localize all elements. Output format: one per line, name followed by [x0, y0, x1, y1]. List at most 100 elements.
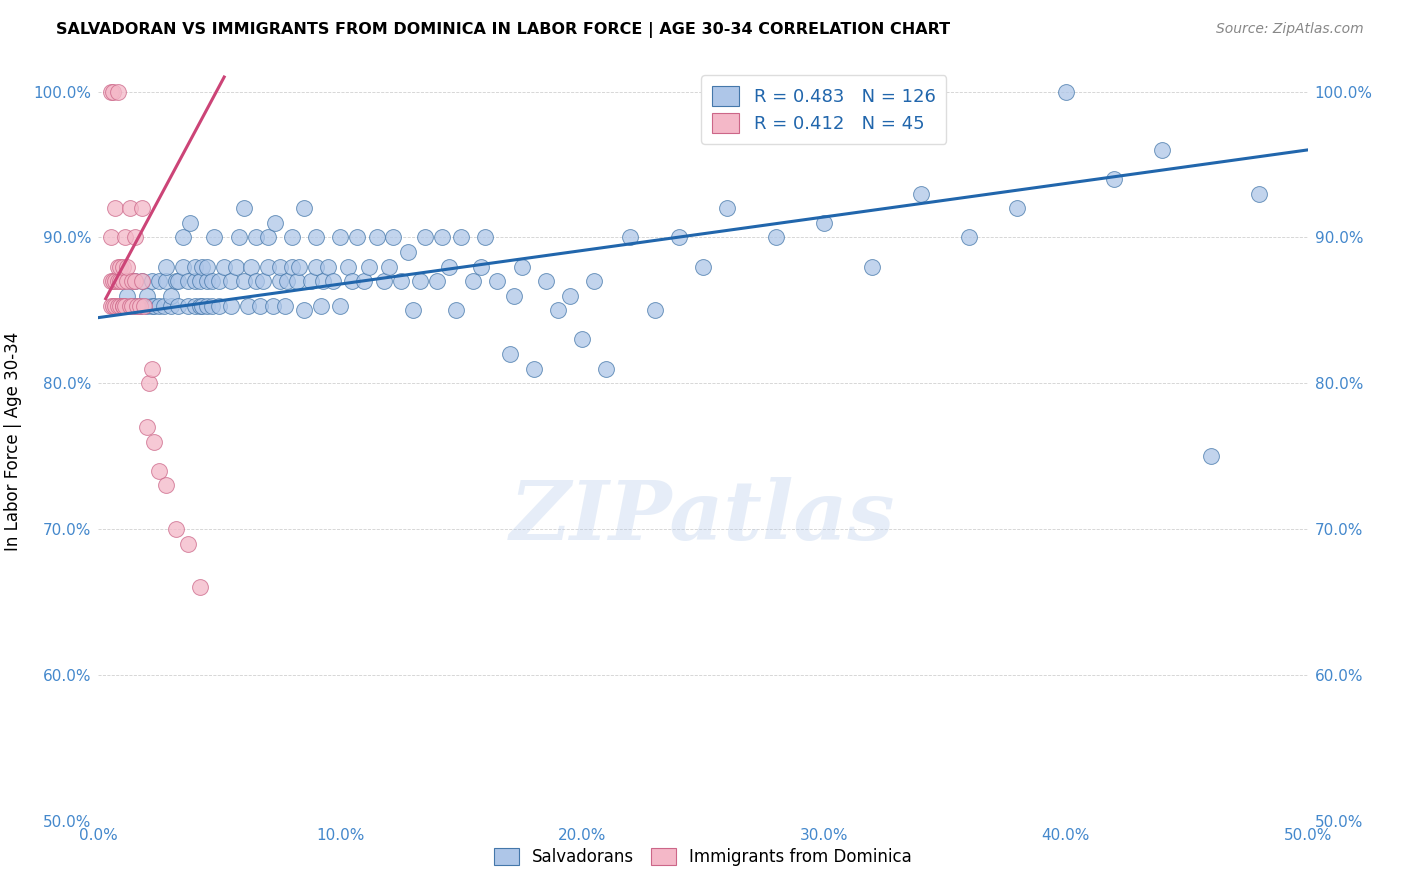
Point: [1249, 186, 1271, 201]
Text: Source: ZipAtlas.com: Source: ZipAtlas.com: [1216, 22, 1364, 37]
Point: [131, 201, 153, 215]
Point: [111, 299, 134, 313]
Point: [100, 274, 122, 288]
Point: [155, 478, 177, 492]
Point: [595, 361, 617, 376]
Point: [309, 299, 332, 313]
Point: [101, 274, 124, 288]
Point: [117, 274, 139, 288]
Point: [316, 260, 339, 274]
Point: [172, 230, 194, 244]
Point: [124, 274, 146, 288]
Point: [716, 201, 738, 215]
Point: [212, 260, 235, 274]
Point: [382, 230, 405, 244]
Point: [245, 230, 267, 244]
Point: [221, 274, 243, 288]
Point: [322, 274, 344, 288]
Point: [195, 274, 218, 288]
Point: [188, 299, 211, 313]
Point: [668, 230, 690, 244]
Point: [430, 230, 453, 244]
Point: [426, 274, 449, 288]
Point: [1152, 143, 1174, 157]
Point: [160, 289, 183, 303]
Point: [312, 274, 335, 288]
Point: [249, 299, 271, 313]
Point: [692, 260, 714, 274]
Point: [534, 274, 557, 288]
Point: [1054, 85, 1077, 99]
Point: [470, 260, 492, 274]
Point: [353, 274, 375, 288]
Point: [195, 299, 218, 313]
Point: [644, 303, 666, 318]
Point: [177, 536, 200, 550]
Point: [135, 299, 157, 313]
Point: [131, 274, 153, 288]
Point: [195, 260, 218, 274]
Point: [377, 260, 399, 274]
Text: SALVADORAN VS IMMIGRANTS FROM DOMINICA IN LABOR FORCE | AGE 30-34 CORRELATION CH: SALVADORAN VS IMMIGRANTS FROM DOMINICA I…: [56, 22, 950, 38]
Point: [177, 299, 200, 313]
Point: [114, 230, 136, 244]
Point: [155, 260, 177, 274]
Point: [256, 230, 278, 244]
Point: [336, 260, 359, 274]
Text: ZIPatlas: ZIPatlas: [510, 477, 896, 558]
Point: [108, 274, 131, 288]
Point: [373, 274, 395, 288]
Point: [141, 274, 163, 288]
Point: [134, 299, 156, 313]
Point: [208, 274, 231, 288]
Point: [121, 299, 143, 313]
Point: [221, 299, 243, 313]
Point: [143, 434, 166, 449]
Point: [167, 299, 190, 313]
Point: [184, 299, 207, 313]
Y-axis label: In Labor Force | Age 30-34: In Labor Force | Age 30-34: [4, 332, 22, 551]
Point: [204, 230, 226, 244]
Point: [486, 274, 509, 288]
Point: [256, 260, 278, 274]
Point: [232, 201, 254, 215]
Point: [111, 260, 134, 274]
Point: [114, 299, 136, 313]
Point: [273, 299, 295, 313]
Point: [111, 299, 134, 313]
Point: [184, 260, 207, 274]
Point: [262, 299, 284, 313]
Point: [305, 230, 328, 244]
Point: [474, 230, 496, 244]
Point: [117, 260, 139, 274]
Point: [1007, 201, 1029, 215]
Point: [127, 299, 149, 313]
Point: [118, 299, 141, 313]
Point: [269, 274, 291, 288]
Point: [409, 274, 432, 288]
Point: [957, 230, 980, 244]
Point: [396, 244, 419, 259]
Point: [329, 299, 352, 313]
Point: [172, 260, 194, 274]
Point: [503, 289, 526, 303]
Point: [281, 230, 304, 244]
Point: [121, 274, 143, 288]
Point: [188, 274, 211, 288]
Point: [104, 299, 127, 313]
Point: [128, 299, 150, 313]
Point: [108, 299, 131, 313]
Point: [1102, 172, 1125, 186]
Point: [124, 274, 146, 288]
Point: [498, 347, 520, 361]
Point: [141, 361, 163, 376]
Point: [437, 260, 460, 274]
Point: [583, 274, 606, 288]
Point: [860, 260, 883, 274]
Point: [346, 230, 368, 244]
Point: [111, 299, 134, 313]
Point: [165, 522, 187, 536]
Point: [329, 230, 352, 244]
Point: [100, 230, 122, 244]
Point: [264, 216, 287, 230]
